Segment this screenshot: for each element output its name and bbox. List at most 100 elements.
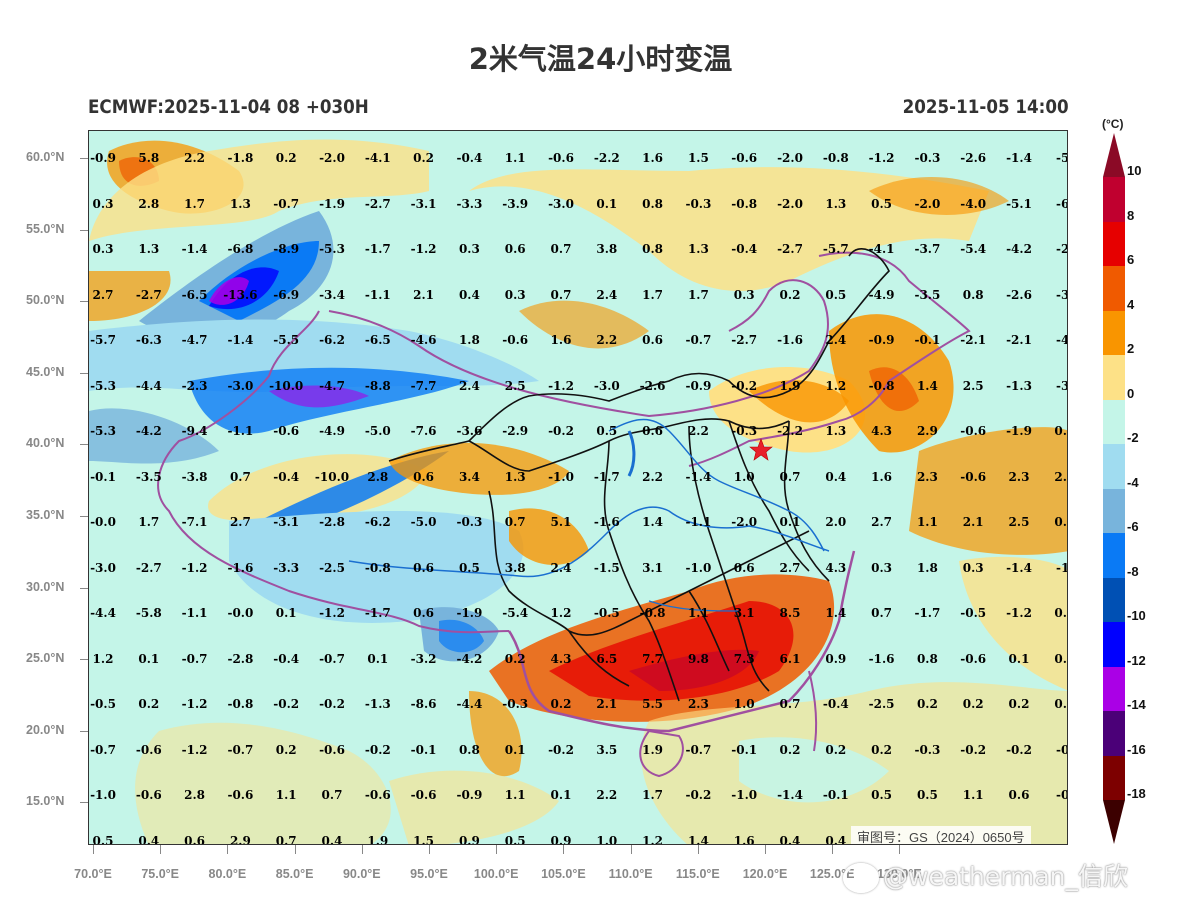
grid-value: -1.6 (777, 333, 803, 347)
grid-value: 0.5 (825, 287, 847, 302)
longitude-tick-label: 110.0°E (608, 867, 653, 881)
colorbar-segment (1103, 177, 1125, 222)
grid-value: -3.5 (914, 287, 941, 302)
grid-value: -1.2 (548, 378, 574, 393)
grid-value: -6.8 (227, 242, 254, 256)
grid-value: -2.8 (227, 651, 254, 666)
grid-value: -5.3 (319, 242, 345, 256)
grid-value: 3.1 (642, 560, 664, 575)
grid-value: -2.6 (639, 378, 666, 393)
model-run-label: ECMWF:2025-11-04 08 +030H (88, 96, 369, 118)
grid-value: 0.8 (1054, 515, 1067, 529)
grid-value: -1.2 (1006, 606, 1032, 620)
grid-value: -0.6 (273, 424, 300, 438)
grid-value: -0.1 (914, 333, 941, 347)
grid-value: -1.7 (364, 606, 391, 620)
colorbar-level-label: 8 (1127, 207, 1135, 223)
grid-value: 2.4 (825, 333, 847, 347)
grid-value: 4.3 (550, 651, 572, 666)
grid-value: 1.3 (825, 424, 847, 438)
grid-value: 0.6 (413, 469, 435, 484)
grid-value: -4.4 (90, 606, 116, 620)
grid-value: -10.0 (314, 469, 350, 484)
grid-value: -5.7 (822, 242, 849, 256)
grid-value: -0.7 (319, 651, 345, 666)
grid-value: -0.8 (731, 196, 758, 211)
grid-value: -4.6 (410, 333, 437, 347)
grid-value: -2.8 (319, 515, 345, 529)
grid-value: -2.5 (868, 697, 895, 711)
grid-value: 2.2 (642, 469, 664, 484)
grid-value: -2.0 (319, 151, 345, 165)
grid-value: 0.4 (458, 287, 480, 302)
grid-value: -1.2 (319, 606, 345, 620)
grid-value: -4.9 (319, 424, 345, 438)
chart-title: 2米气温24小时变温 (468, 42, 733, 76)
grid-value: 0.4 (779, 833, 801, 845)
grid-value: -1.3 (1006, 378, 1032, 393)
longitude-tick-mark (630, 845, 632, 854)
grid-value: 1.3 (825, 196, 847, 211)
longitude-tick-label: 120.0°E (742, 867, 788, 881)
colorbar-unit: (°C) (1102, 117, 1124, 131)
grid-value: 0.6 (504, 242, 526, 256)
grid-value: 0.1 (779, 515, 801, 529)
longitude-tick-mark (899, 845, 901, 854)
grid-value: -4.7 (319, 378, 345, 393)
grid-value: 1.6 (550, 333, 572, 347)
grid-value: 0.1 (1008, 651, 1030, 666)
colorbar-level-label: -18 (1127, 786, 1146, 801)
grid-value: -1.4 (227, 333, 254, 347)
grid-value: -0.3 (456, 515, 483, 529)
grid-value: 0.7 (550, 242, 572, 256)
grid-value: 1.4 (825, 606, 847, 620)
grid-value: -0.5 (90, 697, 116, 711)
grid-value: 2.2 (687, 424, 709, 438)
grid-value: -1.2 (181, 742, 208, 757)
grid-value: 2.4 (550, 560, 572, 575)
grid-value: 0.2 (275, 151, 297, 165)
grid-value: -0.2 (364, 742, 391, 757)
grid-value: 2.8 (184, 788, 206, 802)
grid-value: 3.1 (733, 606, 755, 620)
grid-value: 1.7 (642, 788, 664, 802)
grid-value: -2.5 (319, 560, 345, 575)
grid-value: -1.3 (364, 697, 391, 711)
grid-value: -3.0 (227, 378, 254, 393)
grid-value: 0.1 (138, 651, 160, 666)
grid-value: -3.3 (273, 560, 300, 575)
grid-value: 0.3 (92, 242, 114, 256)
grid-value: 2.7 (92, 287, 114, 302)
latitude-tick-label: 20.0°N (26, 722, 65, 737)
grid-value: 6.5 (596, 651, 618, 666)
grid-value: 0.6 (413, 560, 435, 575)
grid-value: 2.8 (367, 469, 389, 484)
grid-value: -6.2 (364, 515, 391, 529)
grid-value: -3.6 (456, 424, 483, 438)
grid-value: -2.7 (364, 196, 391, 211)
grid-value: 1.5 (687, 151, 709, 165)
latitude-tick-mark (80, 730, 88, 732)
grid-value: 0.2 (825, 742, 847, 757)
grid-value: 0.1 (275, 606, 297, 620)
grid-value: -1.7 (593, 469, 620, 484)
grid-value: 2.1 (962, 515, 984, 529)
weibo-watermark: @weatherman_信欣 (843, 857, 1128, 893)
grid-value: 2.7 (779, 560, 801, 575)
grid-value: 1.3 (138, 242, 160, 256)
colorbar-top-arrow (1103, 133, 1125, 177)
grid-value: 0.7 (779, 697, 801, 711)
grid-value: 0.1 (367, 651, 389, 666)
colorbar-segment (1103, 666, 1125, 711)
grid-value: 1.1 (687, 606, 709, 620)
colorbar-segment (1103, 221, 1125, 266)
grid-value: -3.4 (319, 287, 345, 302)
grid-value: -1.6 (593, 515, 620, 529)
grid-value: -0.4 (822, 697, 849, 711)
latitude-tick-label: 60.0°N (26, 150, 65, 164)
grid-value: 2.5 (962, 378, 984, 393)
grid-value: 1.4 (642, 515, 664, 529)
grid-value: -0.6 (960, 651, 987, 666)
grid-value: 8.5 (779, 606, 801, 620)
grid-value: -0.9 (90, 151, 116, 165)
